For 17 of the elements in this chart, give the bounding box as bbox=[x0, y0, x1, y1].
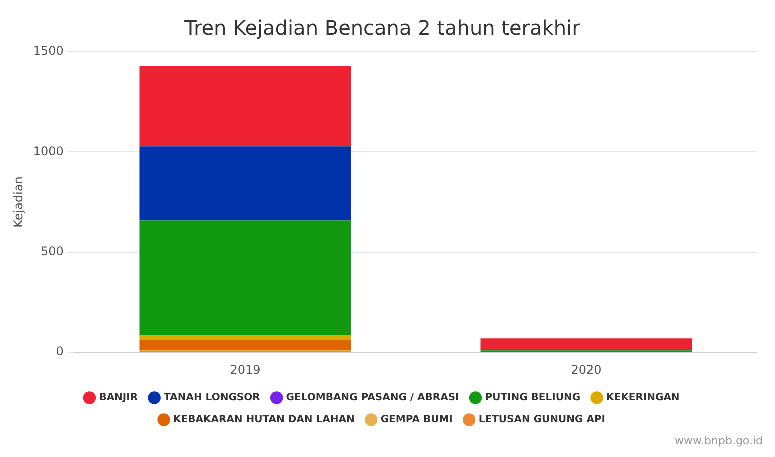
y-tick-label: 0 bbox=[56, 344, 64, 359]
legend-label: LETUSAN GUNUNG API bbox=[478, 414, 606, 426]
legend-label: GELOMBANG PASANG / ABRASI bbox=[286, 392, 460, 404]
legend-label: GEMPA BUMI bbox=[380, 414, 453, 426]
x-tick-label: 2019 bbox=[230, 362, 261, 377]
y-tick-label: 1000 bbox=[33, 144, 64, 158]
legend-label: TANAH LONGSOR bbox=[164, 392, 261, 404]
x-tick-label: 2020 bbox=[571, 362, 602, 377]
legend-label: BANJIR bbox=[99, 392, 138, 404]
text: www.bnpb.go.id bbox=[675, 434, 763, 448]
legend-label: KEKERINGAN bbox=[606, 392, 680, 404]
legend-label: PUTING BELIUNG bbox=[485, 392, 581, 404]
legend-label: KEBAKARAN HUTAN DAN LAHAN bbox=[174, 414, 355, 426]
y-tick-label: 500 bbox=[41, 244, 64, 259]
chart-title: Tren Kejadian Bencana 2 tahun terakhir bbox=[184, 16, 582, 40]
y-axis-title: Kejadian bbox=[11, 176, 26, 228]
y-tick-label: 1500 bbox=[33, 44, 64, 58]
